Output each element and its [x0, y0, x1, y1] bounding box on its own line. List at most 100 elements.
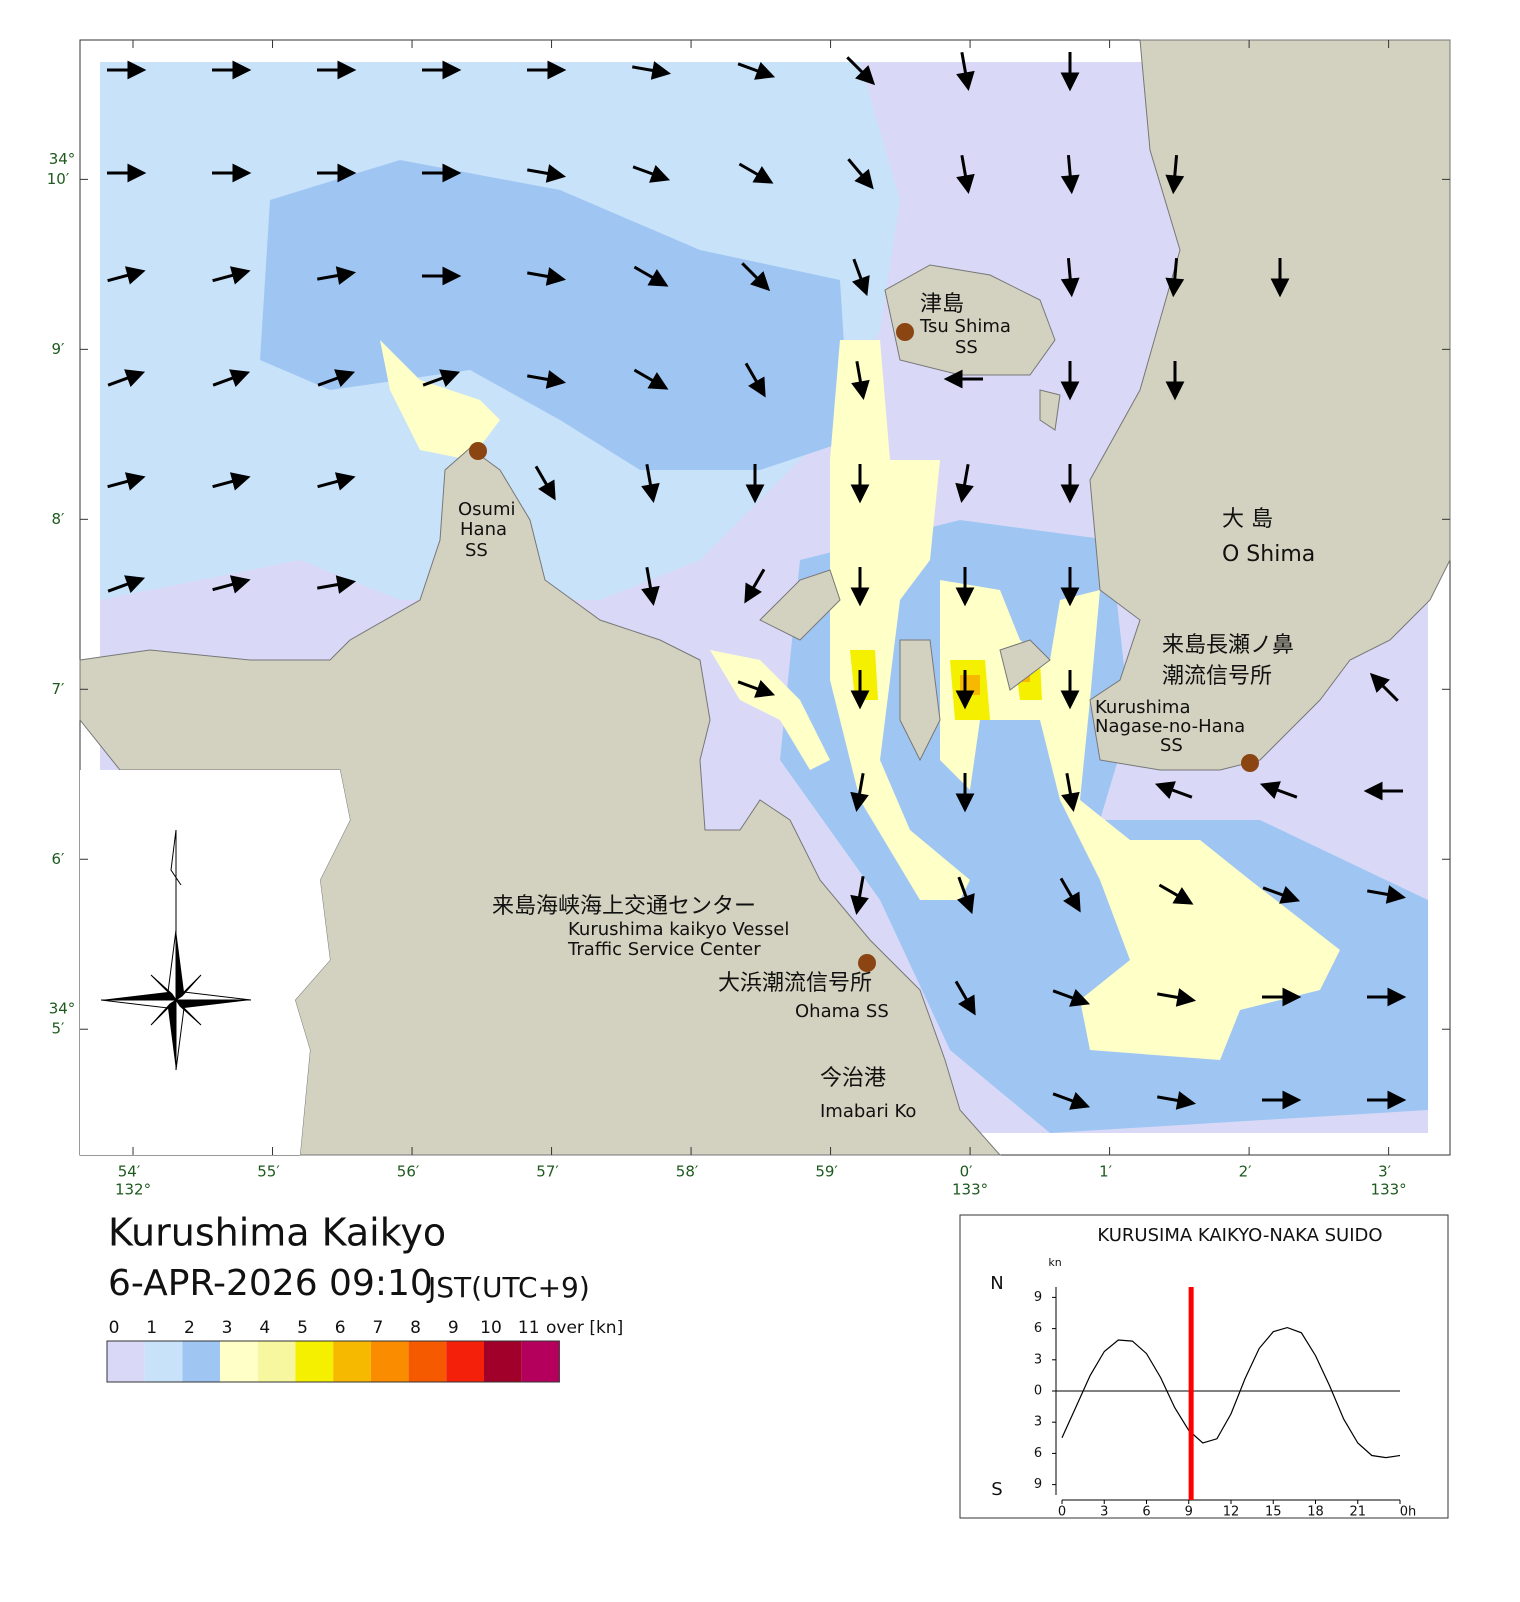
- lon-tick-label: 54′: [118, 1163, 141, 1181]
- lon-tick-label: 55′: [257, 1163, 280, 1181]
- current-arrow: [212, 163, 252, 183]
- y-tick-label: 6: [1034, 1446, 1042, 1461]
- legend-swatch: [484, 1341, 522, 1382]
- current-arrow: [212, 575, 251, 594]
- current-arrow: [527, 164, 567, 183]
- current-arrow: [641, 567, 660, 607]
- current-arrow: [641, 464, 660, 504]
- y-tick-label: 3: [1034, 1415, 1042, 1430]
- legend-label: 1: [146, 1318, 157, 1338]
- speed-zone: [960, 670, 1030, 695]
- lat-degree-label: 34°: [49, 1000, 76, 1018]
- lon-tick-label: 3′: [1378, 1163, 1392, 1181]
- current-arrow: [745, 464, 765, 504]
- legend-swatch: [446, 1341, 484, 1382]
- speed-zone: [830, 340, 970, 900]
- lat-tick-label: 6′: [52, 850, 66, 868]
- current-arrow: [847, 158, 874, 190]
- current-speed-line: [1061, 1326, 1401, 1459]
- current-arrow: [212, 369, 251, 388]
- x-tick-label: 18: [1307, 1505, 1324, 1520]
- place-label: Kurushima kaikyo Vessel: [568, 919, 789, 940]
- station: [1241, 754, 1259, 772]
- speed-zone: [850, 650, 1042, 720]
- legend-label: 8: [410, 1318, 421, 1338]
- x-tick-label: 6: [1142, 1505, 1150, 1520]
- lon-tick-label: 57′: [536, 1163, 559, 1181]
- lon-degree-label: 133°: [1371, 1181, 1407, 1199]
- current-arrow: [955, 464, 974, 504]
- x-tick-label: 21: [1349, 1505, 1366, 1520]
- current-arrow: [422, 369, 461, 388]
- current-arrow: [107, 163, 147, 183]
- current-arrow: [1367, 885, 1407, 904]
- current-arrow: [850, 567, 870, 607]
- current-arrow: [422, 60, 462, 80]
- timezone: JST(UTC+9): [426, 1271, 590, 1304]
- current-arrow: [744, 362, 766, 398]
- current-arrow: [851, 258, 870, 297]
- station: [858, 954, 876, 972]
- inset-chart: KURUSIMA KAIKYO-NAKA SUIDO kn N S 9 6 3 0 3 6 9 0 3 6…: [959, 1214, 1449, 1520]
- speed-zone: [260, 160, 850, 470]
- map-title: Kurushima Kaikyo: [108, 1211, 446, 1255]
- current-arrow: [741, 262, 771, 292]
- current-arrow: [846, 56, 876, 86]
- current-arrow: [1059, 877, 1081, 913]
- place-label: Ohama SS: [795, 1001, 889, 1022]
- current-arrow: [1259, 781, 1298, 800]
- current-arrow: [527, 267, 567, 286]
- place-label: 津島: [920, 292, 964, 317]
- lon-degree-label: 133°: [952, 1181, 988, 1199]
- place-label: Nagase-no-Hana: [1095, 716, 1245, 737]
- x-tick-label: 12: [1223, 1505, 1240, 1520]
- current-arrow: [943, 369, 983, 389]
- legend-label: 10: [480, 1318, 502, 1338]
- current-arrow: [632, 61, 672, 80]
- current-arrow: [1052, 1091, 1091, 1110]
- legend-swatch: [144, 1341, 183, 1382]
- place-label: 来島海峡海上交通センター: [492, 894, 756, 919]
- legend-label: 5: [297, 1318, 308, 1338]
- current-arrow: [1060, 567, 1080, 607]
- current-arrow: [317, 163, 357, 183]
- legend-swatch: [370, 1341, 409, 1382]
- place-label: 来島長瀬ノ鼻: [1162, 633, 1294, 658]
- place-label: SS: [1160, 735, 1183, 756]
- x-tick-label: 0h: [1400, 1505, 1417, 1520]
- legend-frame: [106, 1340, 560, 1383]
- lat-tick-label: 7′: [52, 680, 66, 698]
- current-arrow: [1157, 1091, 1197, 1110]
- current-arrow: [850, 464, 870, 504]
- current-arrows: [107, 52, 1407, 1110]
- legend-label: 7: [372, 1318, 383, 1338]
- lat-tick-label: 9′: [52, 340, 66, 358]
- current-arrow: [1060, 464, 1080, 504]
- current-arrow: [1061, 773, 1080, 813]
- lon-tick-label: 2′: [1239, 1163, 1253, 1181]
- current-arrow: [738, 162, 774, 184]
- place-label: Tsu Shima: [919, 316, 1011, 337]
- legend-label: 11: [518, 1318, 540, 1338]
- place-label: 大 島: [1222, 507, 1273, 532]
- current-arrow: [1165, 257, 1185, 298]
- current-arrow: [1060, 670, 1080, 710]
- lon-degree-label: 132°: [115, 1181, 151, 1199]
- place-label: Traffic Service Center: [567, 939, 761, 960]
- current-arrow: [737, 61, 776, 80]
- current-arrow: [632, 164, 671, 183]
- current-arrow: [422, 266, 462, 286]
- legend-swatch: [333, 1341, 371, 1382]
- current-arrow: [737, 679, 776, 698]
- current-arrow: [956, 876, 975, 915]
- y-tick-label: 3: [1034, 1352, 1042, 1367]
- lat-degree-label: 34°: [49, 150, 76, 168]
- inset-frame: [959, 1214, 1449, 1519]
- x-tick-label: 0: [1058, 1505, 1066, 1520]
- current-arrow: [527, 370, 567, 389]
- current-arrow: [1262, 987, 1302, 1007]
- current-arrow: [1060, 154, 1080, 195]
- y-axis-label: kn: [1048, 1256, 1061, 1269]
- current-arrow: [1262, 885, 1301, 904]
